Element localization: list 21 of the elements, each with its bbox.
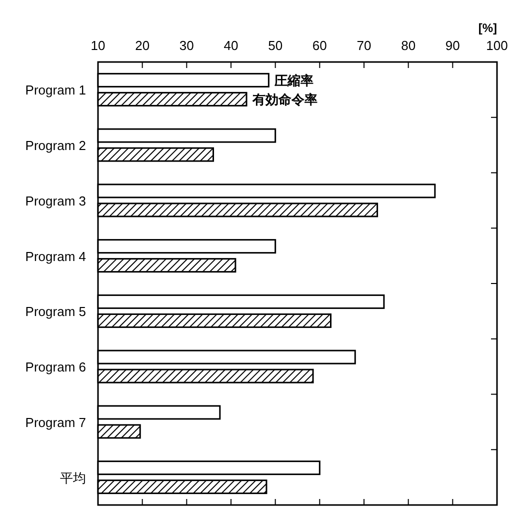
y-tick-label: Program 7 xyxy=(25,414,86,430)
y-tick-label: Program 1 xyxy=(25,82,86,98)
x-axis-title: [%] xyxy=(478,21,497,35)
x-tick-label: 10 xyxy=(90,38,106,53)
y-tick-label: Program 2 xyxy=(25,138,86,154)
series-label: 有効命令率 xyxy=(252,92,318,108)
y-tick-label: Program 5 xyxy=(25,304,86,320)
x-tick-label: 20 xyxy=(135,38,150,53)
x-tick-label: 100 xyxy=(486,38,508,53)
series-label: 圧縮率 xyxy=(274,73,314,88)
x-tick-label: 70 xyxy=(356,38,372,53)
y-tick-label: Program 3 xyxy=(25,193,86,208)
x-tick-label: 60 xyxy=(312,38,327,53)
x-tick-label: 40 xyxy=(224,38,238,53)
x-tick-label: 80 xyxy=(401,38,416,53)
x-tick-label: 90 xyxy=(445,38,460,53)
y-tick-label: Program 6 xyxy=(25,360,86,375)
x-tick-label: 30 xyxy=(179,38,194,53)
x-tick-label: 50 xyxy=(268,38,283,53)
y-tick-label: 平均 xyxy=(60,470,86,486)
y-tick-label: Program 4 xyxy=(25,248,86,264)
